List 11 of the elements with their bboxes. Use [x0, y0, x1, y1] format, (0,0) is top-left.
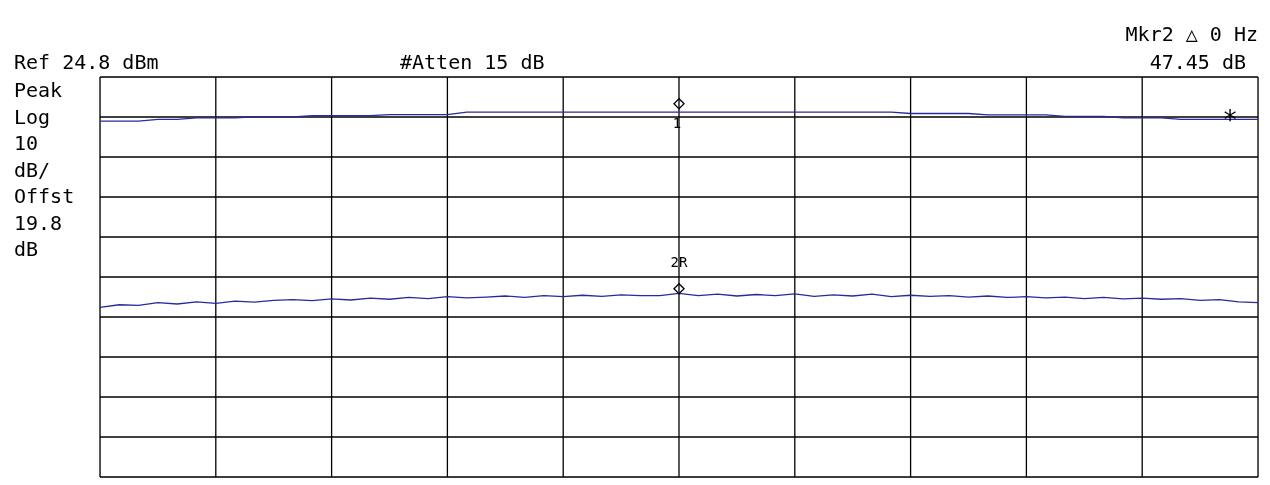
text: Peak — [14, 78, 63, 102]
text: 47.45 dB — [1149, 50, 1246, 74]
text: Offst — [14, 184, 75, 208]
text: dB — [14, 237, 39, 261]
text: Ref 24.8 dBm — [14, 50, 159, 74]
text: #Atten 15 dB — [400, 50, 545, 74]
text: dB/ — [14, 157, 51, 182]
text: 19.8 — [14, 210, 63, 235]
text: 10 — [14, 131, 39, 155]
text: Mkr2 △ 0 Hz — [1125, 22, 1258, 46]
text: Log — [14, 104, 51, 129]
